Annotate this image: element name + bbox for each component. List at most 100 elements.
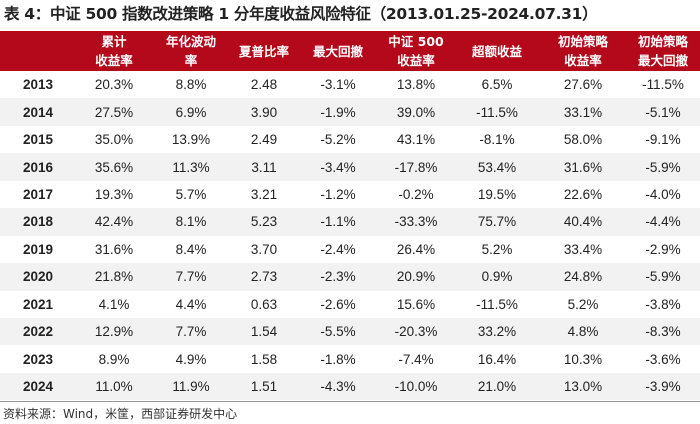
table-row: 2018 42.4% 8.1% 5.23 -1.1% -33.3% 75.7% 40.4% -4…: [0, 208, 700, 236]
value-cell: -5.1%: [645, 104, 681, 120]
value-cell: 53.4%: [477, 159, 517, 175]
value-cell: -1.1%: [320, 214, 356, 230]
value-cell: 58.0%: [563, 132, 603, 148]
year-cell: 2021: [22, 296, 54, 312]
value-cell: -2.4%: [320, 241, 356, 257]
value-cell: -3.9%: [645, 379, 681, 395]
value-cell: 11.0%: [95, 379, 133, 395]
column-header: 夏普比率: [230, 31, 298, 71]
column-header: 年化波动率: [152, 31, 230, 71]
year-cell: 2017: [22, 186, 54, 202]
column-header-line: 初始策略: [637, 34, 688, 49]
value-cell: 5.7%: [175, 186, 207, 202]
value-cell: 39.0%: [396, 104, 436, 120]
value-cell: 7.7%: [175, 269, 207, 285]
value-cell: 4.9%: [175, 351, 207, 367]
value-cell: -5.5%: [320, 324, 356, 340]
value-cell: 43.1%: [396, 132, 436, 148]
value-cell: 24.8%: [563, 269, 603, 285]
value-cell: -4.0%: [645, 186, 681, 202]
value-cell: -3.6%: [645, 351, 681, 367]
value-cell: 8.9%: [98, 351, 130, 367]
value-cell: 21.8%: [94, 269, 134, 285]
value-cell: -1.9%: [320, 104, 356, 120]
value-cell: 6.9%: [175, 104, 207, 120]
column-header-line: 初始策略: [557, 34, 608, 49]
value-cell: -4.3%: [320, 379, 356, 395]
table-row: 2022 12.9% 7.7% 1.54 -5.5% -20.3% 33.2% 4.8% -8.…: [0, 317, 700, 346]
value-cell: 35.6%: [94, 159, 134, 175]
value-cell: 16.4%: [477, 351, 517, 367]
value-cell: 75.7%: [477, 214, 517, 230]
value-cell: 11.3%: [172, 159, 210, 175]
value-cell: 13.8%: [396, 77, 436, 93]
value-cell: 13.9%: [171, 132, 211, 148]
value-cell: -4.4%: [645, 214, 681, 230]
value-cell: -17.8%: [394, 159, 438, 175]
value-cell: 31.6%: [94, 241, 134, 257]
value-cell: -8.3%: [645, 324, 681, 340]
value-cell: -20.3%: [394, 324, 438, 340]
value-cell: 5.23: [250, 214, 278, 230]
value-cell: 3.70: [250, 241, 278, 257]
value-cell: -5.9%: [645, 159, 681, 175]
year-cell: 2023: [22, 351, 54, 367]
value-cell: 2.48: [250, 77, 278, 93]
table-header-row: 累计 收益率 年化波动率夏普比率 最大回撤 中证 500 收益率 超额收益 初始策略 收益率 初始…: [0, 31, 700, 71]
value-cell: 31.6%: [563, 159, 603, 175]
value-cell: -11.5%: [476, 296, 518, 312]
value-cell: 4.4%: [175, 296, 207, 312]
value-cell: -1.2%: [320, 186, 356, 202]
year-cell: 2016: [22, 159, 54, 175]
year-cell: 2014: [22, 104, 54, 120]
value-cell: 5.2%: [481, 241, 513, 257]
value-cell: 12.9%: [94, 324, 134, 340]
value-cell: 19.3%: [94, 186, 134, 202]
value-cell: 15.6%: [396, 296, 436, 312]
year-cell: 2020: [22, 269, 54, 285]
value-cell: 21.0%: [477, 379, 517, 395]
table-row: 2015 35.0% 13.9% 2.49 -5.2% 43.1% -8.1% 58.0% -9…: [0, 126, 700, 153]
year-cell: 2015: [22, 132, 54, 148]
column-header: 初始策略 最大回撤: [626, 31, 700, 71]
value-cell: 26.4%: [396, 241, 436, 257]
value-cell: 40.4%: [563, 214, 603, 230]
column-header-line: 收益率: [564, 53, 602, 68]
column-header-line: 年化波动: [165, 34, 216, 49]
table-title: 表 4：中证 500 指数改进策略 1 分年度收益风险特征（2013.01.25…: [4, 5, 598, 23]
value-cell: 11.9%: [172, 379, 210, 395]
value-cell: 6.5%: [481, 77, 513, 93]
value-cell: 3.11: [251, 159, 277, 175]
column-header-line: 最大回撤: [637, 53, 688, 68]
value-cell: -5.9%: [645, 269, 681, 285]
value-cell: 13.0%: [563, 379, 603, 395]
value-cell: 2.73: [250, 269, 278, 285]
value-cell: 4.1%: [98, 296, 130, 312]
value-cell: -10.0%: [394, 379, 438, 395]
value-cell: 22.6%: [563, 186, 603, 202]
value-cell: 20.3%: [94, 77, 134, 93]
value-cell: -0.2%: [398, 186, 434, 202]
value-cell: 1.54: [250, 324, 278, 340]
value-cell: -2.9%: [645, 241, 681, 257]
value-cell: 8.8%: [175, 77, 207, 93]
value-cell: -8.1%: [479, 132, 515, 148]
value-cell: 3.21: [250, 186, 278, 202]
year-cell: 2019: [22, 241, 54, 257]
value-cell: 35.0%: [94, 132, 134, 148]
value-cell: -9.1%: [645, 132, 681, 148]
column-header: 初始策略 收益率: [540, 31, 626, 71]
source-note: 资料来源：Wind，米筐，西部证券研发中心: [3, 407, 238, 421]
table-row: 2024 11.0% 11.9% 1.51 -4.3% -10.0% 21.0% 13.0% -…: [0, 372, 700, 401]
column-header-line: 率: [184, 53, 198, 68]
value-cell: 8.1%: [175, 214, 207, 230]
year-cell: 2013: [22, 77, 54, 93]
value-cell: -2.6%: [320, 296, 356, 312]
value-cell: 4.8%: [567, 324, 599, 340]
value-cell: -2.3%: [320, 269, 356, 285]
column-header-line: 超额收益: [471, 43, 522, 59]
table-row: 2016 35.6% 11.3% 3.11 -3.4% -17.8% 53.4% 31.6% -…: [0, 153, 700, 181]
column-header-line: 中证 500: [388, 34, 444, 49]
column-header-line: 收益率: [397, 53, 435, 68]
bottom-rule: [0, 401, 700, 402]
